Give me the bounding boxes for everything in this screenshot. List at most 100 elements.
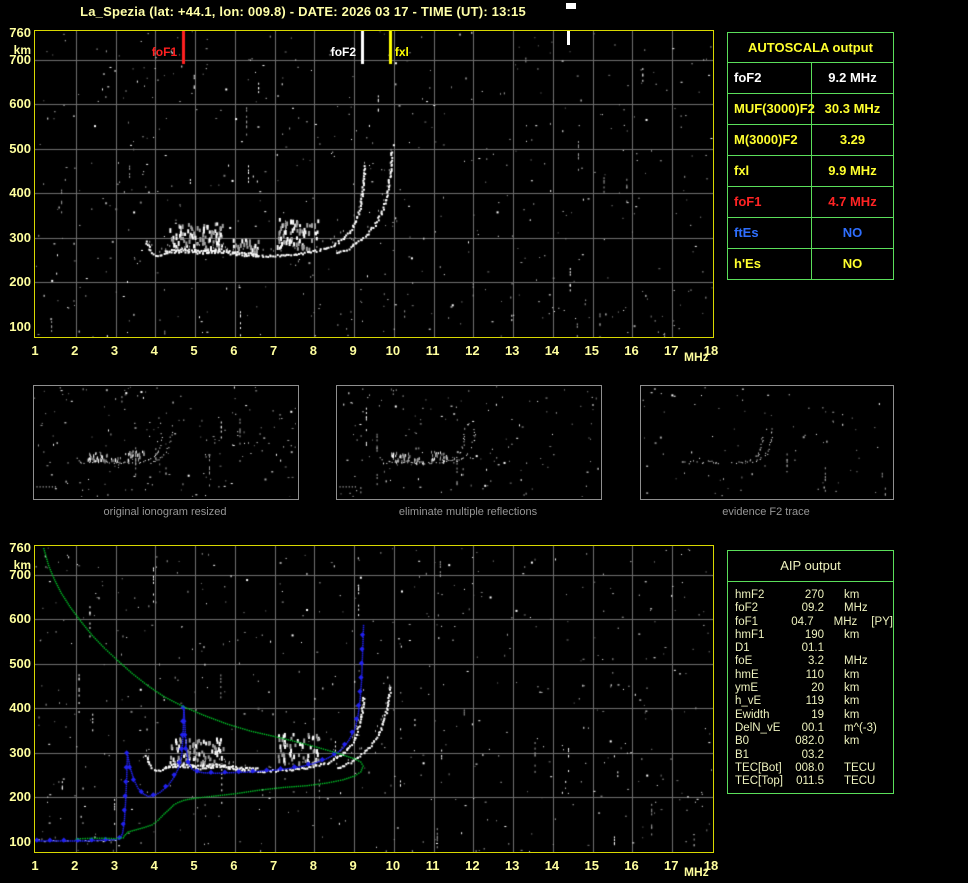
axis-tick-label: 2 — [71, 858, 79, 873]
axis-tick-label: 5 — [190, 343, 198, 358]
aip-row-Ewidth: Ewidth 19 km — [728, 709, 893, 722]
param-value: 270 — [804, 589, 824, 601]
thumbnail-evidence-f2-trace — [640, 385, 894, 500]
param-unit: MHz — [833, 615, 858, 628]
axis-tick-label: 14 — [544, 858, 560, 873]
param-name: hmF2 — [735, 589, 765, 601]
param-name: Ewidth — [735, 708, 770, 721]
param-value: 110 — [805, 668, 824, 681]
axis-tick-label: 13 — [504, 343, 520, 358]
axis-tick-label: 500 — [9, 140, 31, 156]
axis-tick-label: 12 — [465, 343, 480, 358]
axis-unit-label: km — [13, 43, 31, 57]
table-row-MUF3000F2: MUF(3000)F2 30.3 MHz — [728, 93, 893, 124]
axis-tick-label: 18 — [703, 858, 719, 873]
param-name: DelN_vE — [735, 721, 781, 734]
page-title: La_Spezia (lat: +44.1, lon: 009.8) - DAT… — [80, 4, 526, 19]
param-unit: km — [844, 695, 860, 708]
row-label: MUF(3000)F2 — [728, 94, 815, 124]
row-value: 3.29 — [839, 132, 866, 147]
axis-tick-label: 1 — [31, 343, 39, 358]
param-name: hmE — [735, 668, 759, 681]
param-name: TEC[Top] — [735, 775, 783, 788]
axis-tick-label: 200 — [9, 274, 31, 290]
axis-tick-label: 8 — [309, 343, 317, 358]
axis-tick-label: 760 — [9, 25, 31, 40]
param-name: h_vE — [735, 695, 762, 708]
aip-row-TEC-Top: TEC[Top] 011.5 TECU — [728, 775, 893, 788]
row-label: ftEs — [728, 218, 812, 248]
axis-tick-label: 16 — [624, 343, 639, 358]
axis-tick-label: 2 — [71, 343, 79, 358]
param-unit: km — [844, 682, 860, 695]
table-row-ftEs: ftEs NO — [728, 217, 893, 248]
aip-table-title: AIP output — [728, 551, 893, 582]
axis-tick-label: 300 — [9, 229, 31, 245]
axis-tick-label: 4 — [150, 343, 158, 358]
axis-unit-label: MHz — [684, 865, 709, 879]
axis-tick-label: 3 — [110, 343, 119, 358]
aip-row-DelN_vE: DelN_vE 00.1 m^(-3) — [728, 722, 893, 735]
restored-ionogram-plot — [34, 545, 714, 853]
axis-tick-label: 15 — [584, 858, 599, 873]
axis-unit-label: MHz — [684, 350, 709, 364]
aip-row-D1: D1 01.1 — [728, 642, 893, 655]
param-value: 082.0 — [795, 735, 824, 748]
axis-tick-label: 300 — [9, 744, 31, 760]
row-label: h'Es — [728, 249, 812, 279]
axis-tick-label: 11 — [425, 343, 440, 358]
param-name: hmF1 — [735, 628, 765, 641]
axis-tick-label: 18 — [703, 343, 719, 358]
param-unit: km — [844, 735, 860, 748]
param-name: B1 — [735, 748, 750, 761]
axis-tick-label: 700 — [9, 51, 31, 67]
param-value: 03.2 — [801, 748, 824, 761]
param-name: B0 — [735, 735, 750, 748]
axis-tick-label: 3 — [110, 858, 119, 873]
aip-row-ymE: ymE 20 km — [728, 682, 893, 695]
axis-tick-label: 5 — [190, 858, 198, 873]
param-value: 3.2 — [808, 655, 824, 668]
param-name: foE — [735, 655, 753, 668]
param-unit: km — [844, 628, 860, 641]
thumbnail-original-ionogram — [33, 385, 299, 500]
axis-tick-label: 14 — [544, 343, 560, 358]
table-row-foF2: foF2 9.2 MHz — [728, 62, 893, 93]
param-name: foF2 — [735, 602, 759, 615]
aip-row-foF2: foF2 09.2 MHz — [728, 602, 893, 615]
axis-tick-label: 12 — [465, 858, 480, 873]
param-value: 04.7 — [791, 615, 814, 628]
axis-tick-label: 17 — [664, 343, 679, 358]
thumbnail-eliminate-reflections — [336, 385, 602, 500]
autoscala-output-table: AUTOSCALA output foF2 9.2 MHz MUF(3000)F… — [727, 32, 894, 280]
marker-label-fxl: fxl — [394, 45, 409, 59]
param-name: TEC[Bot] — [735, 761, 782, 774]
axis-tick-label: 9 — [349, 858, 357, 873]
autoscaled-ionogram-canvas — [35, 31, 713, 337]
thumbnail-canvas — [337, 386, 599, 497]
aip-row-TEC-Bot: TEC[Bot] 008.0 TECU — [728, 762, 893, 775]
axis-tick-label: 10 — [385, 858, 401, 873]
axis-tick-label: 6 — [230, 343, 238, 358]
aip-row-foF1: foF1 04.7 MHz [PY] — [728, 616, 893, 629]
param-unit: km — [844, 668, 860, 681]
axis-tick-label: 15 — [584, 343, 599, 358]
axis-tick-label: 9 — [349, 343, 357, 358]
axis-tick-label: 400 — [9, 185, 31, 201]
param-value: 09.2 — [801, 602, 824, 615]
param-unit: MHz — [844, 602, 868, 615]
axis-tick-label: 10 — [385, 343, 401, 358]
table-row-M3000F2: M(3000)F2 3.29 — [728, 124, 893, 155]
param-value: 190 — [804, 628, 824, 641]
axis-tick-label: 13 — [504, 858, 520, 873]
param-note: [PY] — [871, 615, 893, 628]
param-name: ymE — [735, 682, 758, 695]
row-value: 4.7 MHz — [828, 194, 877, 209]
aip-row-hmE: hmE 110 km — [728, 669, 893, 682]
autoscaled-ionogram-plot — [34, 30, 714, 338]
noise-artifact — [566, 3, 576, 9]
table-row-foF1: foF1 4.7 MHz — [728, 186, 893, 217]
axis-tick-label: 6 — [230, 858, 238, 873]
param-value: 00.1 — [801, 721, 824, 734]
table-row-fxl: fxl 9.9 MHz — [728, 155, 893, 186]
